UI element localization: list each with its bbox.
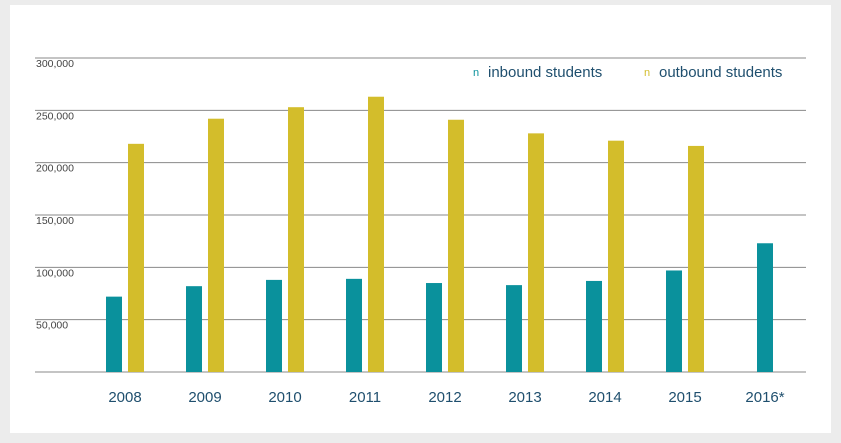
- legend-marker-inbound: n: [473, 67, 479, 79]
- bar-outbound: [688, 145, 704, 372]
- y-tick-label: 300,000: [36, 58, 74, 70]
- x-tick-label: 2010: [268, 389, 301, 406]
- bar-outbound: [608, 140, 624, 372]
- y-tick-label: 150,000: [36, 215, 74, 227]
- x-tick-label: 2015: [668, 389, 701, 406]
- legend-label-outbound: outbound students: [659, 64, 782, 81]
- bar-inbound: [426, 283, 442, 372]
- x-tick-label: 2014: [588, 389, 621, 406]
- bar-inbound: [106, 296, 122, 372]
- x-tick-label: 2009: [188, 389, 221, 406]
- bar-inbound: [666, 270, 682, 372]
- y-tick-label: 50,000: [36, 320, 68, 332]
- bar-outbound: [368, 96, 384, 372]
- bar-inbound: [346, 278, 362, 372]
- bar-outbound: [128, 143, 144, 372]
- bar-outbound: [528, 133, 544, 372]
- x-tick-label: 2012: [428, 389, 461, 406]
- y-tick-label: 200,000: [36, 163, 74, 175]
- x-tick-label: 2008: [108, 389, 141, 406]
- x-tick-label: 2011: [349, 389, 381, 406]
- legend-marker-outbound: n: [644, 67, 650, 79]
- y-tick-label: 100,000: [36, 267, 74, 279]
- bar-inbound: [506, 285, 522, 372]
- x-tick-label: 2016*: [745, 389, 784, 406]
- x-tick-label: 2013: [508, 389, 541, 406]
- bar-inbound: [266, 279, 282, 372]
- bar-outbound: [288, 107, 304, 373]
- legend-label-inbound: inbound students: [488, 64, 602, 81]
- bar-outbound: [448, 119, 464, 373]
- bar-inbound: [757, 243, 773, 372]
- bar-inbound: [586, 280, 602, 372]
- bar-outbound: [208, 118, 224, 372]
- y-tick-label: 250,000: [36, 110, 74, 122]
- bar-inbound: [186, 286, 202, 372]
